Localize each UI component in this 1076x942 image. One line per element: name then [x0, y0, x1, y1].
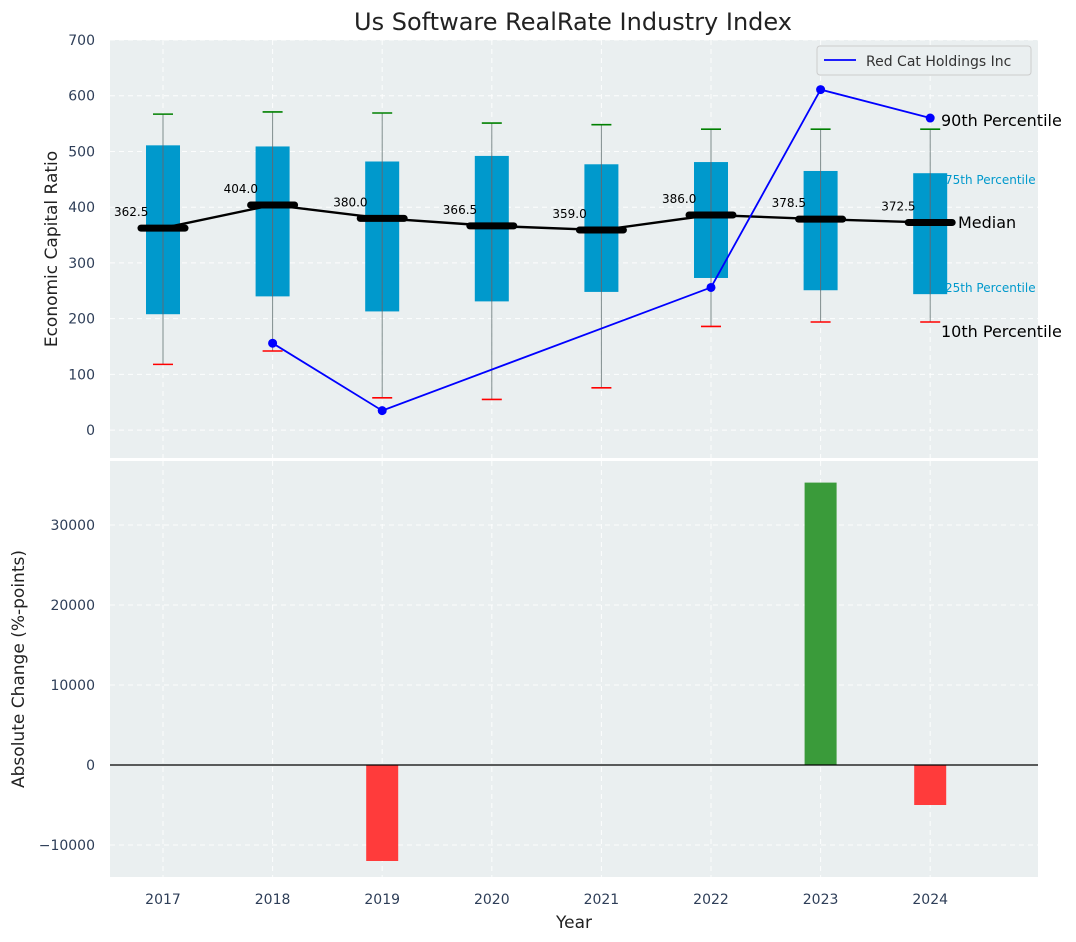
top-y-tick-100: 100	[68, 367, 95, 383]
x-tick-2024: 2024	[912, 892, 948, 908]
x-tick-2021: 2021	[584, 892, 620, 908]
x-tick-2020: 2020	[474, 892, 510, 908]
annotation-10th-percentile: 10th Percentile	[941, 322, 1062, 341]
legend-label-red-cat: Red Cat Holdings Inc	[866, 54, 1011, 70]
median-label-2019: 380.0	[333, 195, 367, 209]
top-plot-background	[110, 40, 1038, 458]
company-point-2023	[816, 85, 826, 95]
x-tick-2022: 2022	[693, 892, 729, 908]
bottom-y-tick-1: 0	[86, 758, 95, 774]
top-y-tick-300: 300	[68, 256, 95, 272]
change-bar-2019	[366, 765, 399, 861]
x-ticks: 2017 2018 2019 2020 2021 2022 2023 2024	[145, 892, 948, 908]
change-bar-2023	[804, 482, 837, 765]
median-label-2024: 372.5	[881, 200, 915, 214]
annotation-25th-percentile: 25th Percentile	[945, 281, 1036, 295]
company-point-2019	[377, 406, 387, 416]
annotation-75th-percentile: 75th Percentile	[945, 173, 1036, 187]
company-series-group	[268, 85, 935, 416]
top-y-ticks: 0 100 200 300 400 500 600 700	[68, 33, 95, 439]
top-y-tick-500: 500	[68, 144, 95, 160]
x-axis-label: Year	[555, 913, 592, 933]
median-label-2022: 386.0	[662, 192, 696, 206]
x-tick-2019: 2019	[364, 892, 400, 908]
top-y-tick-0: 0	[86, 423, 95, 439]
legend: Red Cat Holdings Inc	[816, 45, 1032, 76]
annotation-90th-percentile: 90th Percentile	[941, 111, 1062, 130]
x-tick-2018: 2018	[255, 892, 291, 908]
median-label-2017: 362.5	[114, 205, 148, 219]
bottom-y-tick-0: −10000	[39, 838, 95, 854]
median-label-2021: 359.0	[552, 207, 586, 221]
chart-title: Us Software RealRate Industry Index	[354, 8, 792, 36]
bottom-y-tick-3: 20000	[50, 598, 95, 614]
bottom-plot-background	[110, 461, 1038, 877]
median-label-2020: 366.5	[443, 203, 477, 217]
bottom-y-ticks: −10000 0 10000 20000 30000	[39, 518, 95, 854]
top-y-tick-400: 400	[68, 200, 95, 216]
top-y-axis-label: Economic Capital Ratio	[42, 151, 62, 347]
legend-box	[816, 45, 1032, 76]
company-point-2024	[925, 113, 935, 123]
bottom-y-axis-label: Absolute Change (%-points)	[9, 550, 29, 788]
x-tick-2017: 2017	[145, 892, 181, 908]
top-y-tick-200: 200	[68, 312, 95, 328]
bottom-y-tick-4: 30000	[50, 518, 95, 534]
median-label-2018: 404.0	[224, 182, 258, 196]
median-label-2023: 378.5	[772, 196, 806, 210]
bar-group	[366, 482, 947, 861]
percentile-annotations: 90th Percentile 75th Percentile Median 2…	[941, 111, 1062, 341]
annotation-median: Median	[958, 213, 1016, 232]
top-y-tick-700: 700	[68, 33, 95, 49]
x-tick-2023: 2023	[803, 892, 839, 908]
bottom-y-tick-2: 10000	[50, 678, 95, 694]
company-point-2022	[706, 282, 716, 292]
company-point-2018	[268, 338, 278, 348]
change-bar-2024	[914, 765, 947, 805]
median-line-group: 362.5 404.0 380.0 366.5 359.0 386.0 378.5 372.5	[114, 182, 956, 234]
top-y-tick-600: 600	[68, 89, 95, 105]
